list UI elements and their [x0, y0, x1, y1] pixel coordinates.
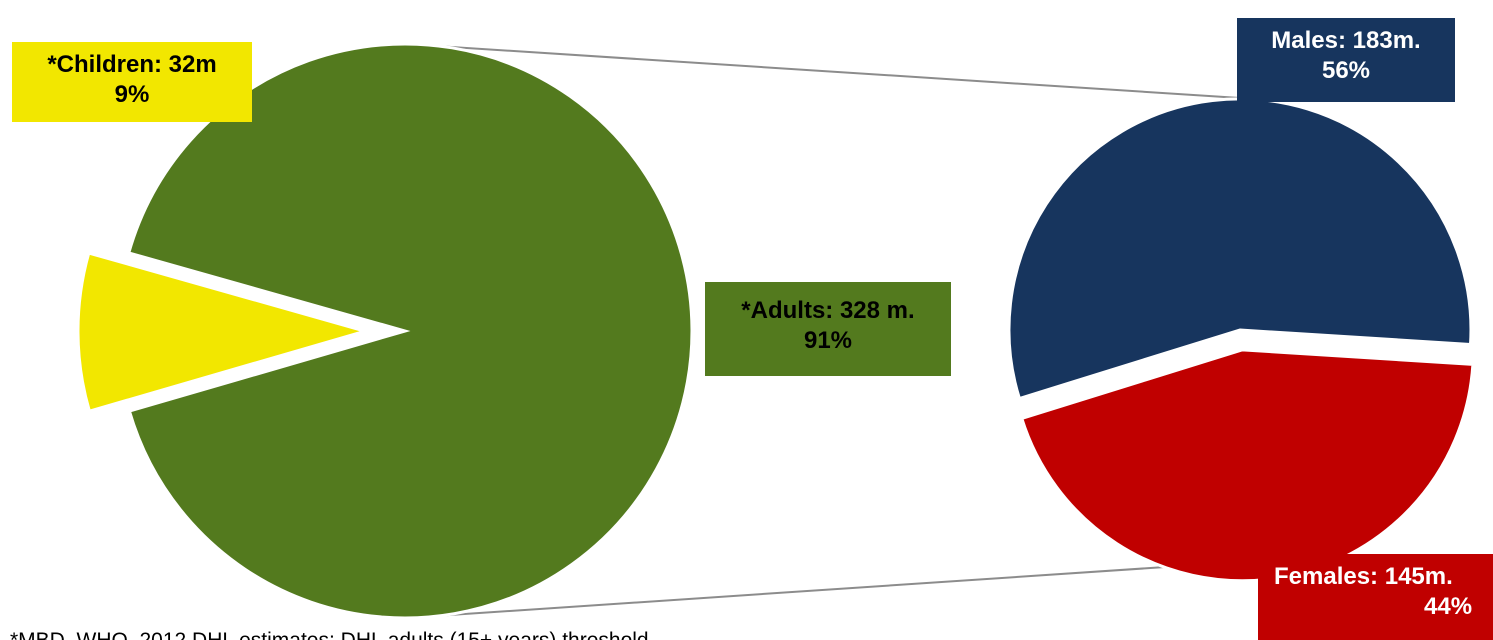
males-percent-text: 56%: [1321, 57, 1371, 84]
secondary-pie: [1007, 97, 1475, 583]
connector-line-top: [404, 43, 1241, 99]
females-label-text: Females: 145m.: [1274, 563, 1453, 590]
main-pie: [76, 42, 694, 620]
pie-slice-children-32m: [76, 251, 371, 414]
pie-slice-males-183m: [1007, 97, 1473, 401]
males-data-label: Males: 183m. 56%: [1237, 18, 1455, 102]
children-data-label: *Children: 32m 9%: [12, 42, 252, 122]
connector-line-bottom: [404, 561, 1241, 619]
adults-data-label: *Adults: 328 m. 91%: [705, 282, 951, 376]
pie-slice-females-145m: [1019, 348, 1475, 583]
males-label-text: Males: 183m.: [1271, 27, 1421, 54]
pie-slice-adults-328-m: [126, 42, 694, 620]
source-footnote: *MBD, WHO, 2012 DHL estimates; DHL adult…: [10, 621, 1240, 640]
adults-percent-text: 91%: [803, 327, 853, 354]
females-data-label: Females: 145m. 44%: [1258, 554, 1493, 640]
adults-label-text: *Adults: 328 m.: [741, 297, 915, 324]
children-percent-text: 9%: [114, 81, 150, 108]
children-label-text: *Children: 32m: [47, 51, 217, 78]
females-percent-text: 44%: [1424, 593, 1473, 620]
